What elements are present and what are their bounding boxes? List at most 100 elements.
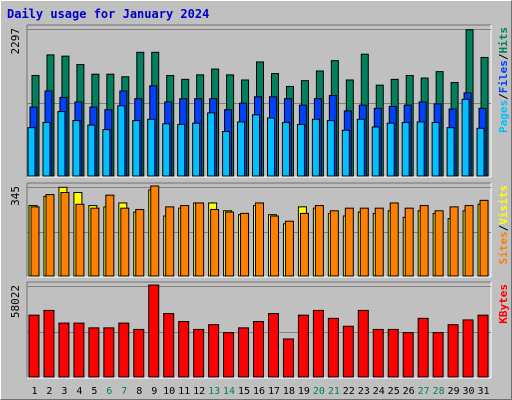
sites-bar-day-3	[60, 192, 70, 277]
sites-bar-day-19	[299, 212, 309, 277]
sites-bar-day-23	[359, 207, 369, 277]
pages-bar-day-14	[222, 131, 231, 177]
hits-files-pages-legend-part-0: Pages	[497, 100, 510, 133]
day-label-22: 22	[343, 386, 355, 397]
day-label-14: 14	[223, 386, 235, 397]
pages-bar-day-6	[102, 129, 111, 177]
sites-bar-day-14	[225, 211, 235, 277]
day-label-12: 12	[193, 386, 205, 397]
sites-bar-day-25	[389, 202, 399, 277]
day-label-30: 30	[463, 386, 475, 397]
kbytes-bar-day-19	[297, 314, 309, 378]
hits-files-pages-legend: Pages/Files/Hits	[497, 27, 510, 133]
pages-bar-day-24	[371, 126, 380, 177]
day-label-29: 29	[448, 386, 460, 397]
day-label-1: 1	[31, 386, 37, 397]
sites-visits-legend-part-1: /	[497, 224, 510, 231]
sites-visits-legend: Sites/Visits	[497, 185, 510, 265]
sites-bar-day-26	[404, 207, 414, 277]
pages-bar-day-9	[147, 118, 156, 177]
pages-bar-day-21	[326, 120, 335, 177]
sites-bar-day-2	[45, 194, 55, 277]
hits-files-pages-legend-part-3: /	[497, 53, 510, 60]
kbytes-bar-day-15	[238, 327, 250, 378]
day-label-3: 3	[61, 386, 67, 397]
sites-bar-day-20	[314, 205, 324, 277]
pages-bar-day-28	[431, 122, 440, 177]
day-label-28: 28	[433, 386, 445, 397]
hits-axis-max-label: 2297	[9, 28, 22, 55]
kbytes-bar-day-1	[28, 314, 40, 378]
day-label-16: 16	[253, 386, 265, 397]
sites-bar-day-8	[135, 208, 145, 277]
pages-bar-day-11	[177, 123, 186, 177]
kbytes-bar-day-6	[103, 327, 115, 378]
kbytes-bar-day-22	[342, 325, 354, 378]
day-label-6: 6	[106, 386, 112, 397]
sites-bar-day-17	[269, 215, 279, 277]
kbytes-bar-day-29	[447, 324, 459, 378]
sites-bar-day-12	[195, 202, 205, 277]
kbytes-bar-day-13	[208, 324, 220, 378]
kbytes-bar-day-16	[253, 321, 265, 378]
sites-bar-day-9	[150, 185, 160, 277]
kbytes-bar-day-27	[417, 317, 429, 378]
kbytes-bar-day-2	[43, 309, 55, 378]
pages-bar-day-16	[252, 114, 261, 177]
pages-bar-day-31	[476, 127, 485, 177]
hits-files-pages-legend-part-2: Files	[497, 60, 510, 93]
day-label-25: 25	[388, 386, 400, 397]
sites-bar-day-10	[165, 206, 175, 277]
kbytes-legend-part-0: KBytes	[497, 284, 510, 324]
pages-bar-day-7	[117, 105, 126, 177]
day-label-23: 23	[358, 386, 370, 397]
kbytes-bar-day-8	[133, 328, 145, 378]
day-label-17: 17	[268, 386, 280, 397]
pages-bar-day-30	[461, 98, 470, 177]
pages-bar-day-25	[386, 122, 395, 177]
sites-bar-day-16	[255, 202, 265, 277]
pages-bar-day-26	[401, 122, 410, 177]
pages-bar-day-13	[207, 112, 216, 177]
kbytes-bar-day-20	[312, 309, 324, 378]
kbytes-bar-day-5	[88, 327, 100, 378]
day-label-2: 2	[46, 386, 52, 397]
day-label-19: 19	[298, 386, 310, 397]
kbytes-bar-day-17	[267, 313, 279, 378]
day-label-11: 11	[178, 386, 190, 397]
pages-bar-day-19	[296, 123, 305, 177]
day-label-31: 31	[477, 386, 489, 397]
day-label-10: 10	[163, 386, 175, 397]
sites-bar-day-28	[434, 210, 444, 277]
pages-bar-day-4	[72, 120, 81, 177]
kbytes-bar-day-11	[178, 321, 190, 378]
sites-bar-day-7	[120, 207, 130, 277]
pages-bar-day-1	[27, 127, 36, 177]
kbytes-bar-day-18	[282, 338, 294, 378]
pages-bar-day-2	[42, 122, 51, 177]
sites-visits-legend-part-2: Visits	[497, 185, 510, 225]
visits-axis-max-label: 345	[9, 186, 22, 206]
sites-bar-day-29	[449, 206, 459, 277]
pages-bar-day-15	[237, 121, 246, 177]
day-label-18: 18	[283, 386, 295, 397]
sites-visits-legend-part-0: Sites	[497, 231, 510, 264]
kbytes-bar-day-25	[387, 328, 399, 378]
sites-bar-day-13	[210, 208, 220, 277]
day-label-24: 24	[373, 386, 385, 397]
kbytes-bar-day-31	[477, 314, 489, 378]
sites-bar-day-15	[240, 212, 250, 277]
day-label-20: 20	[313, 386, 325, 397]
pages-bar-day-29	[446, 127, 455, 177]
sites-bar-day-31	[479, 199, 489, 277]
day-label-4: 4	[76, 386, 82, 397]
kbytes-bar-day-3	[58, 322, 70, 378]
kbytes-bar-day-14	[223, 332, 235, 378]
sites-bar-day-4	[75, 203, 85, 277]
pages-bar-day-12	[192, 122, 201, 177]
day-label-8: 8	[136, 386, 142, 397]
kbytes-bar-day-23	[357, 309, 369, 378]
kbytes-bar-day-7	[118, 322, 130, 378]
kbytes-legend: KBytes	[497, 284, 510, 324]
